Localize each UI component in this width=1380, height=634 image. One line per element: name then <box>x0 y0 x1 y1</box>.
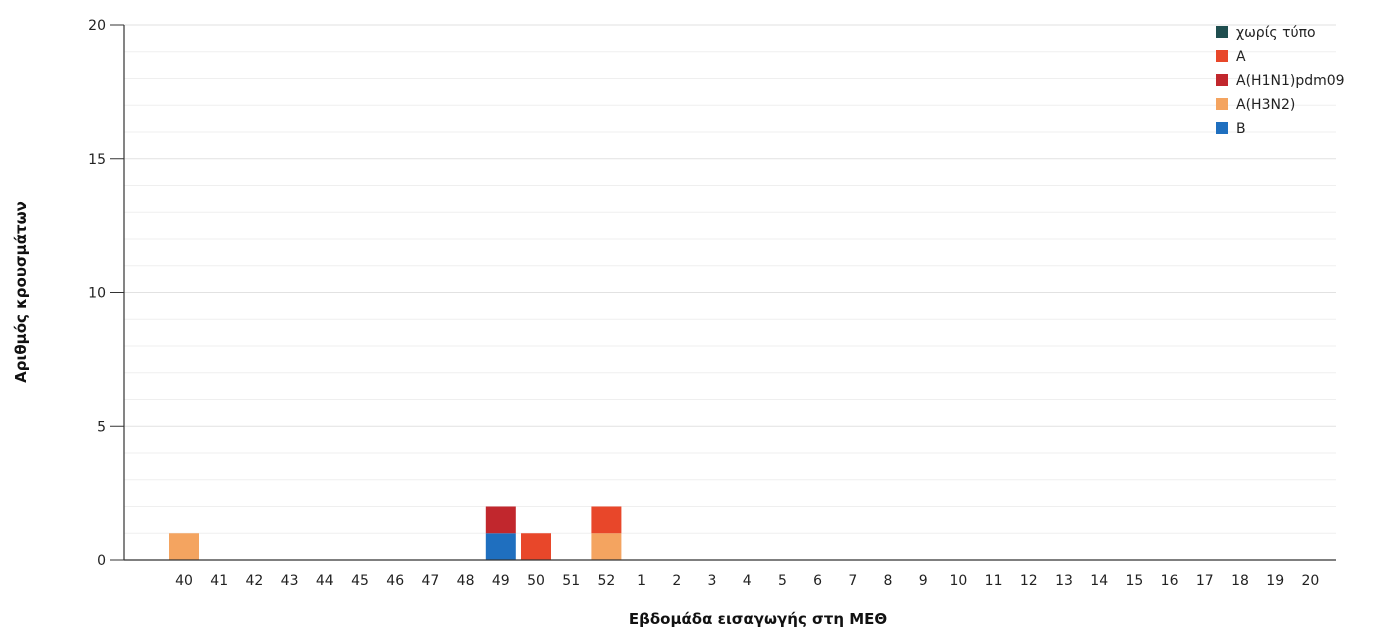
legend-swatch <box>1216 122 1228 134</box>
x-tick-label: 18 <box>1231 573 1249 589</box>
legend-swatch <box>1216 26 1228 38</box>
x-tick-label: 1 <box>637 573 646 589</box>
axes <box>110 24 1336 561</box>
x-tick-label: 13 <box>1055 573 1073 589</box>
x-tick-label: 52 <box>597 573 615 589</box>
x-tick-label: 44 <box>316 573 334 589</box>
legend-swatch <box>1216 50 1228 62</box>
legend-label: B <box>1236 121 1246 137</box>
y-tick-label: 20 <box>88 18 106 34</box>
x-tick-label: 9 <box>919 573 928 589</box>
x-tick-label: 42 <box>245 573 263 589</box>
x-tick-label: 14 <box>1090 573 1108 589</box>
bars <box>169 506 622 560</box>
legend-swatch <box>1216 74 1228 86</box>
x-tick-label: 49 <box>492 573 510 589</box>
bar-segment <box>591 533 622 560</box>
legend: χωρίς τύπο A A(H1N1)pdm09 A(H3N2) B <box>1216 25 1345 137</box>
x-tick-label: 7 <box>848 573 857 589</box>
x-tick-label: 47 <box>421 573 439 589</box>
x-tick-label: 4 <box>743 573 752 589</box>
bar-segment <box>485 506 516 534</box>
x-tick-label: 11 <box>985 573 1003 589</box>
bar-segment <box>591 506 622 534</box>
x-tick-label: 12 <box>1020 573 1038 589</box>
x-tick-label: 3 <box>708 573 717 589</box>
x-tick-labels: 40 41 42 43 44 45 46 47 48 49 50 51 52 1 2 3 4 5 6 7 8 9 10 11 1… <box>175 573 1319 589</box>
x-tick-label: 2 <box>672 573 681 589</box>
legend-label: A(H1N1)pdm09 <box>1236 73 1345 89</box>
x-tick-label: 20 <box>1301 573 1319 589</box>
bar-segment <box>485 533 516 560</box>
x-axis-title: Εβδομάδα εισαγωγής στη ΜΕΘ <box>629 610 887 628</box>
legend-label: χωρίς τύπο <box>1236 25 1316 41</box>
y-tick-labels: 0 5 10 15 20 <box>88 18 106 569</box>
y-tick-label: 0 <box>97 553 106 569</box>
x-tick-label: 45 <box>351 573 369 589</box>
x-tick-label: 17 <box>1196 573 1214 589</box>
x-tick-label: 41 <box>210 573 228 589</box>
y-tick-label: 5 <box>97 419 106 435</box>
legend-label: A <box>1236 49 1246 65</box>
x-tick-label: 15 <box>1125 573 1143 589</box>
grid-lines <box>124 24 1336 534</box>
y-tick-label: 15 <box>88 152 106 168</box>
y-axis-title: Αριθμός κρουσμάτων <box>12 201 30 383</box>
x-tick-label: 19 <box>1266 573 1284 589</box>
x-tick-label: 40 <box>175 573 193 589</box>
legend-label: A(H3N2) <box>1236 97 1295 113</box>
x-tick-label: 50 <box>527 573 545 589</box>
x-tick-label: 46 <box>386 573 404 589</box>
x-tick-label: 10 <box>949 573 967 589</box>
y-tick-label: 10 <box>88 286 106 302</box>
bar-segment <box>169 533 199 560</box>
x-tick-label: 16 <box>1161 573 1179 589</box>
x-tick-label: 8 <box>884 573 893 589</box>
legend-swatch <box>1216 98 1228 110</box>
x-tick-label: 6 <box>813 573 822 589</box>
x-tick-label: 48 <box>457 573 475 589</box>
x-tick-label: 51 <box>562 573 580 589</box>
bar-segment <box>521 533 551 560</box>
x-tick-label: 43 <box>281 573 299 589</box>
x-tick-label: 5 <box>778 573 787 589</box>
